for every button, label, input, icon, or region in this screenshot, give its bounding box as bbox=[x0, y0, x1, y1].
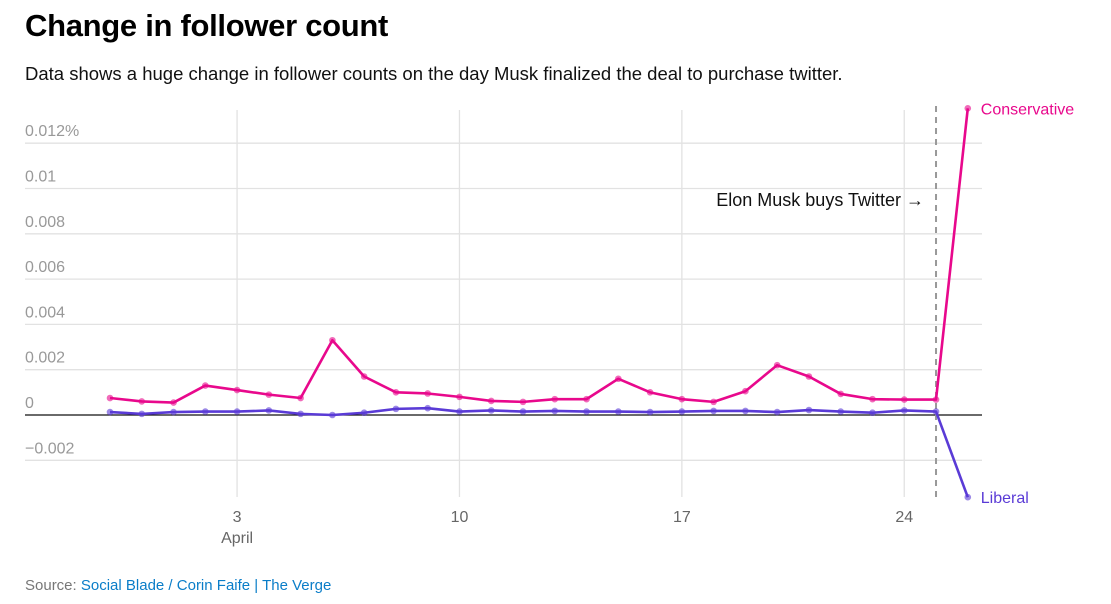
x-tick-label: 10 bbox=[451, 509, 469, 526]
data-point-conservative bbox=[869, 395, 876, 403]
data-point-conservative bbox=[360, 373, 368, 380]
data-point-liberal bbox=[329, 411, 336, 419]
chart-title: Change in follower count bbox=[25, 8, 389, 43]
data-point-conservative bbox=[202, 382, 209, 389]
data-point-liberal bbox=[646, 408, 654, 416]
source-prefix: Source: bbox=[25, 577, 81, 594]
data-point-liberal bbox=[932, 408, 940, 415]
data-point-liberal bbox=[773, 408, 781, 416]
data-point-conservative bbox=[710, 398, 717, 406]
data-point-conservative bbox=[297, 394, 304, 402]
data-point-liberal bbox=[487, 407, 495, 414]
y-tick-label: 0.006 bbox=[25, 259, 65, 276]
data-point-conservative bbox=[265, 391, 273, 398]
data-point-conservative bbox=[742, 387, 749, 395]
data-point-conservative bbox=[392, 389, 400, 396]
data-point-liberal bbox=[297, 410, 304, 418]
data-point-conservative bbox=[233, 386, 241, 394]
data-point-liberal bbox=[551, 407, 559, 415]
data-point-liberal bbox=[456, 408, 463, 415]
x-tick-label: 3 bbox=[233, 509, 242, 526]
data-point-liberal bbox=[710, 407, 717, 415]
data-point-liberal bbox=[519, 408, 527, 415]
data-point-liberal bbox=[360, 409, 368, 417]
data-point-conservative bbox=[646, 389, 654, 396]
data-point-liberal bbox=[964, 493, 972, 501]
data-point-conservative bbox=[138, 398, 146, 405]
data-point-conservative bbox=[678, 395, 686, 403]
data-point-liberal bbox=[202, 408, 209, 415]
y-tick-label: 0.012% bbox=[25, 123, 79, 140]
data-point-conservative bbox=[106, 394, 114, 402]
data-point-conservative bbox=[551, 395, 559, 403]
x-tick-label: 17 bbox=[673, 509, 691, 526]
y-tick-label: 0.01 bbox=[25, 169, 56, 186]
source-link-social-blade[interactable]: Social Blade / Corin Faife bbox=[80, 577, 251, 594]
y-tick-label: 0.004 bbox=[25, 304, 65, 321]
data-point-liberal bbox=[615, 408, 622, 415]
x-tick-label: 24 bbox=[895, 509, 913, 526]
data-point-conservative bbox=[932, 396, 940, 403]
y-tick-label: −0.002 bbox=[25, 440, 74, 457]
data-point-conservative bbox=[424, 390, 432, 397]
data-point-liberal bbox=[392, 405, 400, 413]
source-line: Source: Social Blade / Corin Faife | The… bbox=[25, 577, 331, 594]
data-point-conservative bbox=[456, 393, 463, 401]
data-point-liberal bbox=[837, 408, 845, 415]
data-point-conservative bbox=[615, 375, 622, 383]
data-point-conservative bbox=[900, 396, 908, 403]
x-tick-sublabel: April bbox=[221, 530, 253, 547]
data-point-liberal bbox=[424, 404, 432, 412]
y-tick-label: 0.008 bbox=[25, 214, 65, 231]
data-point-conservative bbox=[964, 105, 972, 112]
series-line-conservative bbox=[109, 108, 970, 404]
source-separator: | bbox=[250, 577, 263, 594]
data-point-liberal bbox=[742, 407, 749, 415]
data-point-conservative bbox=[519, 398, 527, 406]
source-link-the-verge[interactable]: The Verge bbox=[262, 577, 332, 594]
y-tick-label: 0.002 bbox=[25, 350, 65, 367]
annotation-label: Elon Musk buys Twitter → bbox=[716, 190, 924, 210]
data-point-liberal bbox=[170, 408, 177, 416]
data-point-liberal bbox=[138, 410, 146, 418]
data-point-liberal bbox=[678, 408, 686, 415]
data-point-liberal bbox=[869, 409, 876, 417]
data-point-liberal bbox=[583, 408, 590, 415]
data-point-conservative bbox=[805, 373, 813, 380]
chart-subtitle: Data shows a huge change in follower cou… bbox=[25, 63, 843, 84]
data-point-conservative bbox=[170, 399, 177, 406]
data-point-conservative bbox=[329, 336, 336, 344]
data-point-liberal bbox=[805, 406, 813, 414]
data-point-conservative bbox=[583, 395, 590, 403]
series-label-conservative: Conservative bbox=[981, 101, 1074, 118]
data-point-liberal bbox=[900, 407, 908, 414]
series-line-liberal bbox=[109, 406, 970, 498]
data-point-conservative bbox=[487, 397, 495, 405]
data-point-liberal bbox=[233, 408, 241, 415]
data-point-liberal bbox=[265, 407, 273, 414]
data-point-liberal bbox=[106, 408, 114, 416]
y-tick-label: 0 bbox=[25, 395, 34, 412]
series-label-liberal: Liberal bbox=[981, 490, 1029, 507]
data-point-conservative bbox=[837, 390, 845, 398]
data-point-conservative bbox=[773, 361, 781, 369]
